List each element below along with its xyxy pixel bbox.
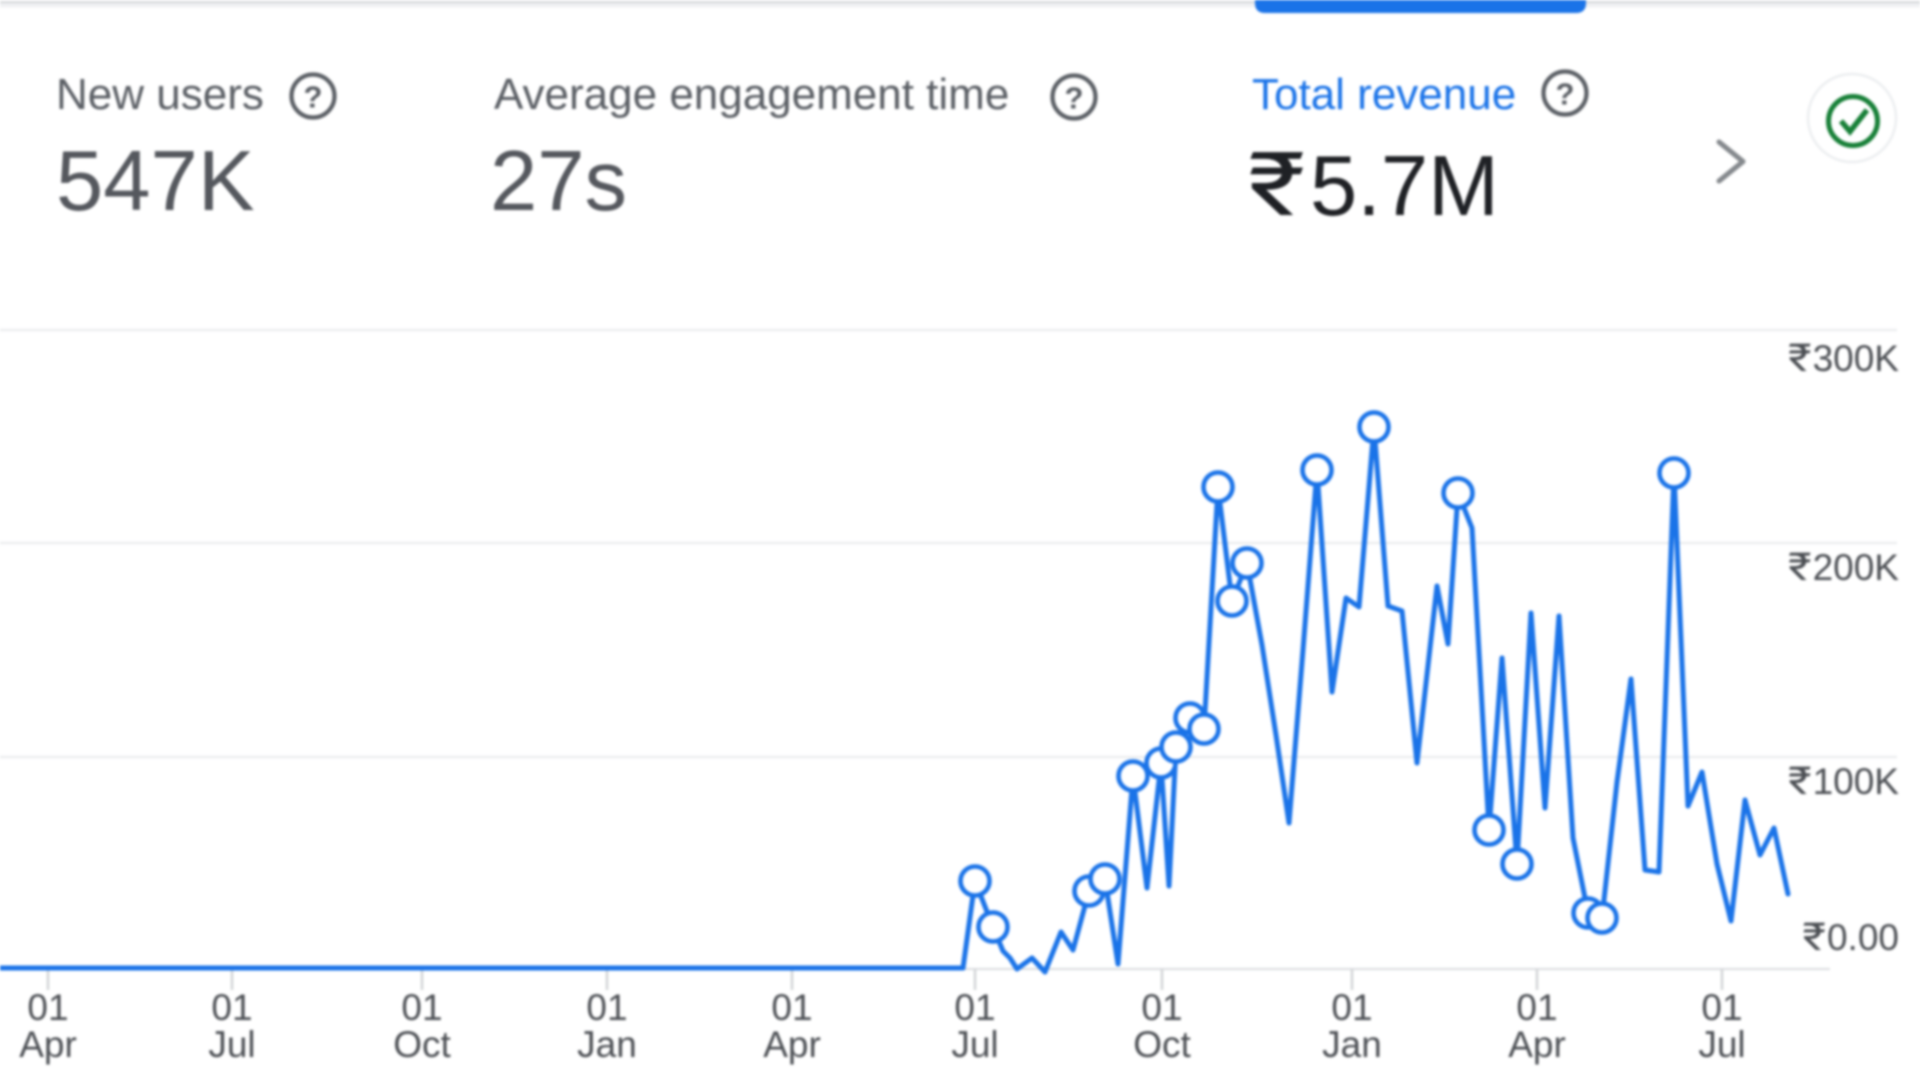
svg-text:Jan: Jan — [577, 1024, 637, 1065]
svg-text:Jul: Jul — [951, 1024, 998, 1065]
svg-text:Apr: Apr — [763, 1024, 821, 1065]
svg-text:01: 01 — [1516, 987, 1557, 1028]
svg-text:Apr: Apr — [19, 1024, 77, 1065]
svg-text:547K: 547K — [56, 134, 255, 229]
svg-text:01: 01 — [586, 987, 627, 1028]
svg-text:5.7M: 5.7M — [1310, 139, 1499, 234]
svg-text:01: 01 — [27, 987, 68, 1028]
svg-text:Total revenue: Total revenue — [1252, 70, 1516, 119]
svg-text:Oct: Oct — [393, 1024, 451, 1065]
svg-text:Jul: Jul — [1698, 1024, 1745, 1065]
svg-text:?: ? — [304, 80, 323, 115]
svg-text:?: ? — [1556, 77, 1575, 112]
svg-text:01: 01 — [1141, 987, 1182, 1028]
svg-text:Jan: Jan — [1322, 1024, 1382, 1065]
svg-text:100K: 100K — [1813, 761, 1900, 802]
svg-text:Oct: Oct — [1133, 1024, 1191, 1065]
svg-text:01: 01 — [1331, 987, 1372, 1028]
svg-text:01: 01 — [1701, 987, 1742, 1028]
svg-text:Average engagement time: Average engagement time — [494, 70, 1009, 119]
svg-text:200K: 200K — [1813, 547, 1900, 588]
svg-text:01: 01 — [954, 987, 995, 1028]
svg-text:Apr: Apr — [1508, 1024, 1566, 1065]
svg-text:?: ? — [1065, 81, 1084, 116]
svg-text:01: 01 — [771, 987, 812, 1028]
svg-text:01: 01 — [211, 987, 252, 1028]
svg-text:Jul: Jul — [208, 1024, 255, 1065]
svg-text:300K: 300K — [1813, 338, 1900, 379]
svg-text:27s: 27s — [490, 134, 627, 229]
svg-text:0.00: 0.00 — [1827, 917, 1899, 958]
svg-text:01: 01 — [401, 987, 442, 1028]
svg-text:New users: New users — [56, 70, 264, 119]
